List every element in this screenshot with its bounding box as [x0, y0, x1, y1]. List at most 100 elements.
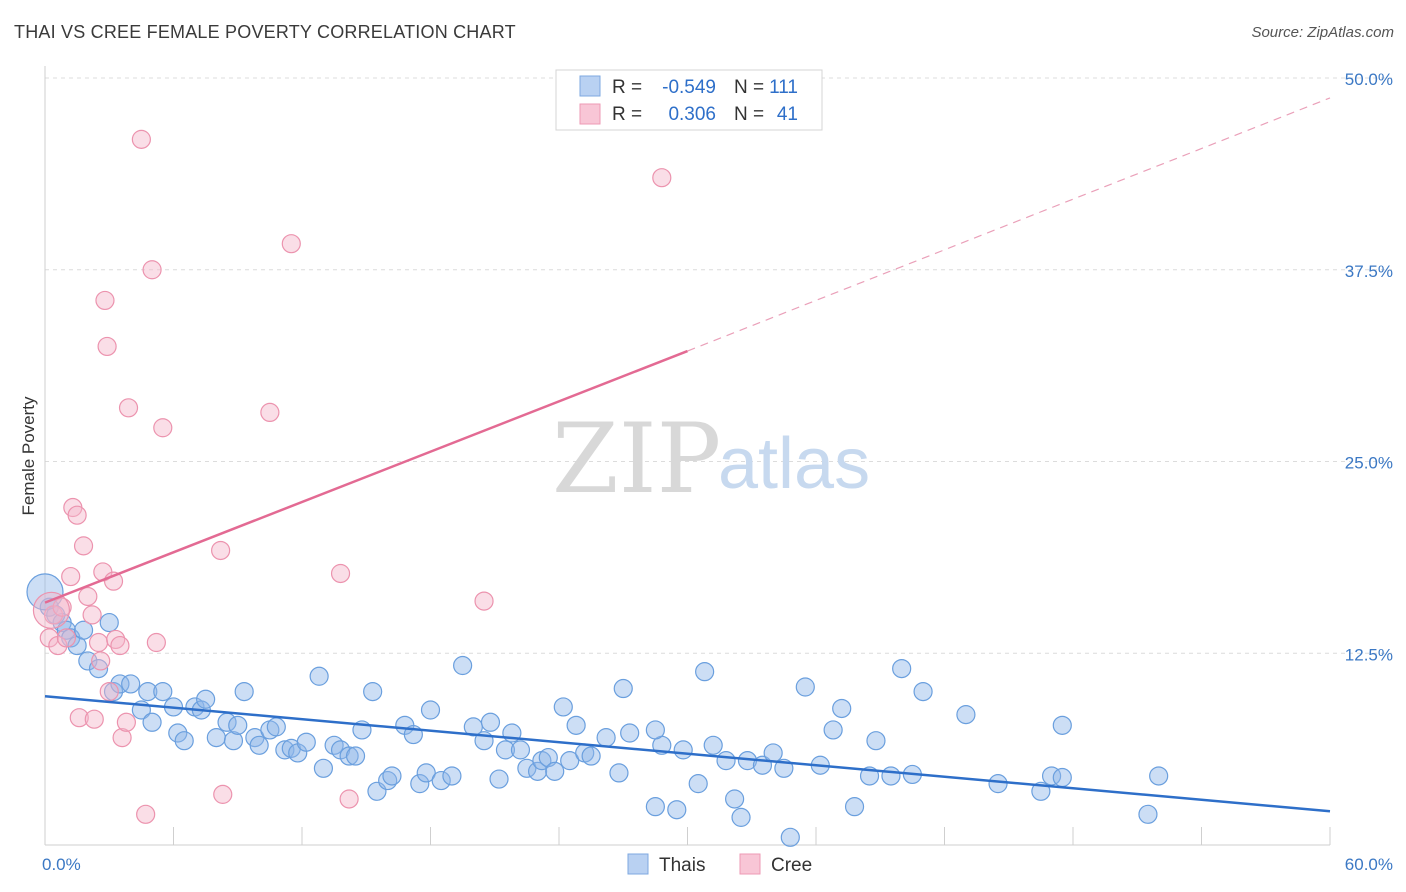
thais-point — [103, 681, 124, 702]
thais-point — [688, 774, 708, 794]
cree-point — [82, 605, 102, 625]
thais-point — [609, 763, 629, 783]
watermark: ZIP atlas — [552, 403, 870, 515]
legend-cree-label: Cree — [771, 855, 812, 876]
cree-point — [110, 635, 130, 656]
thais-point — [566, 715, 586, 735]
cree-point — [213, 784, 233, 804]
thais-point — [223, 731, 244, 751]
thais-point — [345, 746, 366, 766]
thais-point — [645, 720, 665, 740]
cree-point — [153, 418, 173, 438]
cree-point — [112, 728, 132, 748]
thais-point — [480, 712, 501, 732]
watermark-atlas: atlas — [718, 424, 870, 504]
x-tick-label-max: 60.0% — [1345, 855, 1393, 874]
cree-n-value: 41 — [777, 104, 798, 125]
cree-point — [142, 260, 162, 280]
cree-point — [56, 628, 77, 648]
cree-point — [339, 789, 359, 809]
watermark-zip: ZIP — [552, 403, 721, 515]
cree-point — [131, 129, 151, 149]
thais-point — [382, 766, 402, 786]
cree-point — [91, 651, 111, 671]
thais-point — [153, 681, 173, 702]
thais-point — [620, 723, 640, 743]
thais-point — [313, 758, 334, 778]
thais-point — [1052, 715, 1072, 735]
thais-point — [121, 674, 141, 694]
thais-r-value: -0.549 — [662, 77, 716, 98]
thais-point — [410, 774, 430, 794]
cree-point — [97, 336, 117, 357]
thais-point — [489, 769, 509, 789]
thais-point — [138, 681, 158, 702]
cree-point — [136, 804, 156, 824]
thais-point — [645, 797, 665, 817]
cree-points — [32, 129, 672, 824]
stats-box: R = -0.549 N = 111 R = 0.306 N = 41 — [555, 69, 823, 131]
thais-point — [763, 743, 783, 763]
thais-point — [495, 740, 516, 760]
thais-point — [844, 797, 865, 817]
thais-point — [823, 720, 843, 740]
thais-point — [73, 620, 94, 640]
axes — [44, 66, 1331, 846]
thais-point — [832, 698, 852, 719]
thais-point — [673, 740, 693, 760]
cree-point — [146, 632, 166, 653]
thais-point — [510, 740, 531, 760]
thais-point — [339, 746, 359, 766]
cree-point — [69, 708, 89, 728]
thais-points — [26, 573, 1169, 847]
thais-point — [913, 681, 933, 702]
thais-swatch — [579, 75, 601, 97]
cree-trend-extension — [687, 97, 1331, 352]
thais-point — [99, 612, 119, 633]
thais-n-value: 111 — [769, 77, 798, 98]
legend-thais-swatch — [627, 853, 649, 875]
thais-point — [142, 712, 162, 732]
thais-point — [249, 735, 269, 755]
x-tick-labels: 0.0% 60.0% — [42, 855, 1393, 874]
thais-point — [88, 658, 109, 679]
cree-point — [652, 168, 672, 188]
y-tick-label: 37.5% — [1345, 262, 1393, 281]
thais-point — [206, 728, 226, 748]
thais-point — [296, 732, 316, 752]
cree-point — [78, 586, 98, 607]
thais-point — [780, 827, 800, 847]
cree-point — [118, 398, 139, 418]
thais-point — [1052, 767, 1072, 788]
y-tick-label: 12.5% — [1345, 645, 1393, 664]
thais-point — [1149, 766, 1169, 786]
thais-n-label: N = — [734, 77, 764, 98]
chart-title: THAI VS CREE FEMALE POVERTY CORRELATION … — [14, 22, 516, 42]
thais-point — [881, 766, 901, 786]
thais-point — [527, 761, 548, 781]
cree-point — [88, 632, 109, 653]
thais-point — [1138, 804, 1158, 824]
cree-n-label: N = — [734, 104, 764, 125]
thais-trend-line — [44, 694, 1331, 813]
cree-point — [52, 597, 72, 617]
cree-swatch — [579, 103, 601, 125]
thais-point — [581, 746, 601, 766]
thais-point — [168, 723, 188, 743]
thais-point — [196, 689, 216, 709]
thais-point — [266, 717, 286, 737]
cree-point — [99, 681, 119, 702]
thais-point — [613, 678, 633, 699]
legend-cree-swatch — [739, 853, 761, 875]
cree-point — [474, 591, 494, 611]
thais-point — [174, 731, 194, 751]
cree-r-value: 0.306 — [668, 104, 716, 125]
cree-point — [281, 234, 301, 254]
thais-point — [892, 658, 912, 679]
y-tick-label: 50.0% — [1345, 70, 1393, 89]
source-label: Source: ZipAtlas.com — [1251, 24, 1394, 41]
cree-trend-line — [44, 349, 688, 604]
thais-point — [988, 774, 1008, 794]
thais-point — [234, 681, 254, 702]
